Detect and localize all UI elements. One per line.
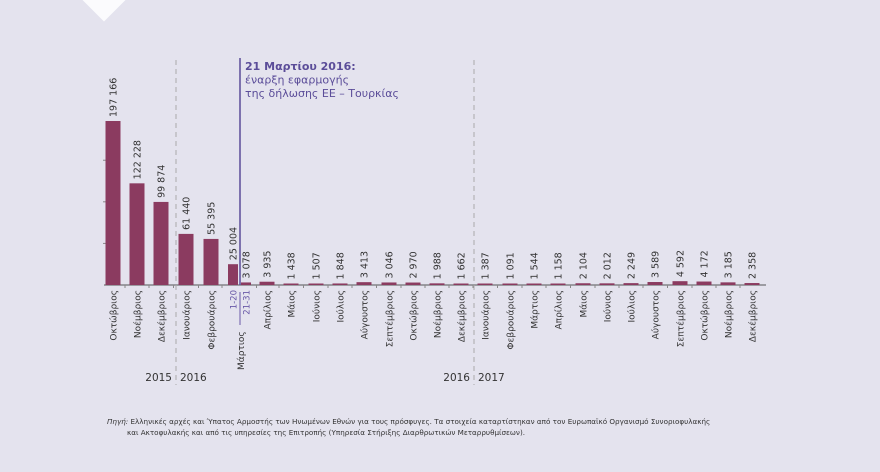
value-label: 3 589 xyxy=(651,251,662,278)
year-label: 2015 xyxy=(145,372,172,384)
value-label: 4 592 xyxy=(676,250,687,277)
bar xyxy=(203,238,219,285)
month-label: Ιούλιος xyxy=(627,290,638,323)
bar xyxy=(241,282,251,285)
footnote-line2: και Ακτοφυλακής και από τις υπηρεσίες τη… xyxy=(127,428,526,437)
month-label: Μάρτιος xyxy=(237,331,247,370)
bar xyxy=(228,264,238,285)
bar xyxy=(405,282,421,285)
value-label: 3 413 xyxy=(360,251,371,278)
value-label: 99 874 xyxy=(157,165,168,198)
bar xyxy=(599,283,615,285)
bar xyxy=(381,282,397,285)
value-label: 2 249 xyxy=(627,252,638,279)
footnote-source-label: Πηγή: xyxy=(107,417,129,426)
month-label: Μάιος xyxy=(288,290,298,318)
annotation-text: 21 Μαρτίου 2016: xyxy=(245,60,356,73)
bar xyxy=(105,121,121,285)
month-label: Μάρτιος xyxy=(531,290,541,329)
value-label: 2 104 xyxy=(579,252,590,279)
value-label: 55 395 xyxy=(207,202,218,235)
year-label: 2016 xyxy=(180,372,207,384)
value-label: 1 507 xyxy=(312,252,323,279)
bar xyxy=(477,283,493,285)
value-label: 3 185 xyxy=(724,251,735,278)
value-label: 2 970 xyxy=(409,251,420,278)
value-label: 3 078 xyxy=(242,251,253,278)
month-label: Σεπτέμβριος xyxy=(385,290,396,347)
month-label: Ιούνιος xyxy=(312,290,323,322)
month-label: Νοέμβριος xyxy=(433,290,444,338)
bar xyxy=(283,283,299,285)
value-label: 3 046 xyxy=(385,251,396,278)
month-label: Ιούλιος xyxy=(336,290,347,323)
bar xyxy=(178,233,194,285)
value-label: 122 228 xyxy=(133,140,144,179)
month-label: Δεκέμβριος xyxy=(157,290,168,342)
value-label: 1 158 xyxy=(554,252,565,279)
bar xyxy=(129,183,145,285)
month-label: Οκτώβριος xyxy=(109,290,120,341)
month-label: Οκτώβριος xyxy=(700,290,711,341)
month-label: Σεπτέμβριος xyxy=(676,290,687,347)
value-label: 25 004 xyxy=(229,227,240,260)
bar xyxy=(647,282,663,285)
month-label: Δεκέμβριος xyxy=(457,290,468,342)
annotation-text: έναρξη εφαρμογής xyxy=(245,74,349,87)
month-label: Ιανουάριος xyxy=(482,290,492,340)
sub-period-label: 21-31 xyxy=(243,290,253,315)
bar xyxy=(502,283,518,285)
bar xyxy=(744,283,760,285)
footnote-line1: Ελληνικές αρχές και Ύπατος Αρμοστής των … xyxy=(130,417,711,426)
month-label: Μάιος xyxy=(580,290,590,318)
value-label: 1 848 xyxy=(336,252,347,279)
value-label: 2 358 xyxy=(748,252,759,279)
month-label: Αύγουστος xyxy=(651,290,662,339)
annotation-text: της δήλωσης ΕΕ – Τουρκίας xyxy=(245,87,399,100)
bar xyxy=(696,281,712,285)
bar xyxy=(623,283,639,285)
month-label: Αύγουστος xyxy=(360,290,371,339)
bar xyxy=(308,283,324,285)
bar xyxy=(356,282,372,285)
month-label: Ιανουάριος xyxy=(183,290,193,340)
bar xyxy=(153,201,169,285)
bar xyxy=(550,283,566,285)
value-label: 3 935 xyxy=(263,251,274,278)
month-label: Φεβρουάριος xyxy=(507,290,517,350)
sub-period-label: 1-20 xyxy=(230,290,240,309)
year-label: 2016 xyxy=(443,372,470,384)
month-label: Απρίλιος xyxy=(555,290,565,330)
bar xyxy=(429,283,445,285)
value-label: 2 012 xyxy=(603,252,614,279)
value-label: 4 172 xyxy=(700,250,711,277)
month-label: Οκτώβριος xyxy=(409,290,420,341)
bar xyxy=(672,281,688,285)
month-label: Φεβρουάριος xyxy=(208,290,218,350)
month-label: Νοέμβριος xyxy=(133,290,144,338)
value-label: 197 166 xyxy=(109,78,120,117)
value-label: 61 440 xyxy=(182,197,193,230)
month-label: Ιούνιος xyxy=(603,290,614,322)
bar xyxy=(332,283,348,285)
value-label: 1 091 xyxy=(506,252,517,279)
value-label: 1 438 xyxy=(287,252,298,279)
bar xyxy=(575,283,591,285)
bar xyxy=(720,282,736,285)
value-label: 1 387 xyxy=(481,252,492,279)
month-label: Απρίλιος xyxy=(264,290,274,330)
value-label: 1 662 xyxy=(457,252,468,279)
bar xyxy=(259,281,275,285)
month-label: Νοέμβριος xyxy=(724,290,735,338)
year-label: 2017 xyxy=(478,372,505,384)
month-label: Δεκέμβριος xyxy=(748,290,759,342)
value-label: 1 988 xyxy=(433,252,444,279)
value-label: 1 544 xyxy=(530,252,541,279)
bar xyxy=(526,283,542,285)
footnote: Πηγή: Ελληνικές αρχές και Ύπατος Αρμοστή… xyxy=(107,416,727,438)
bar xyxy=(453,283,469,285)
